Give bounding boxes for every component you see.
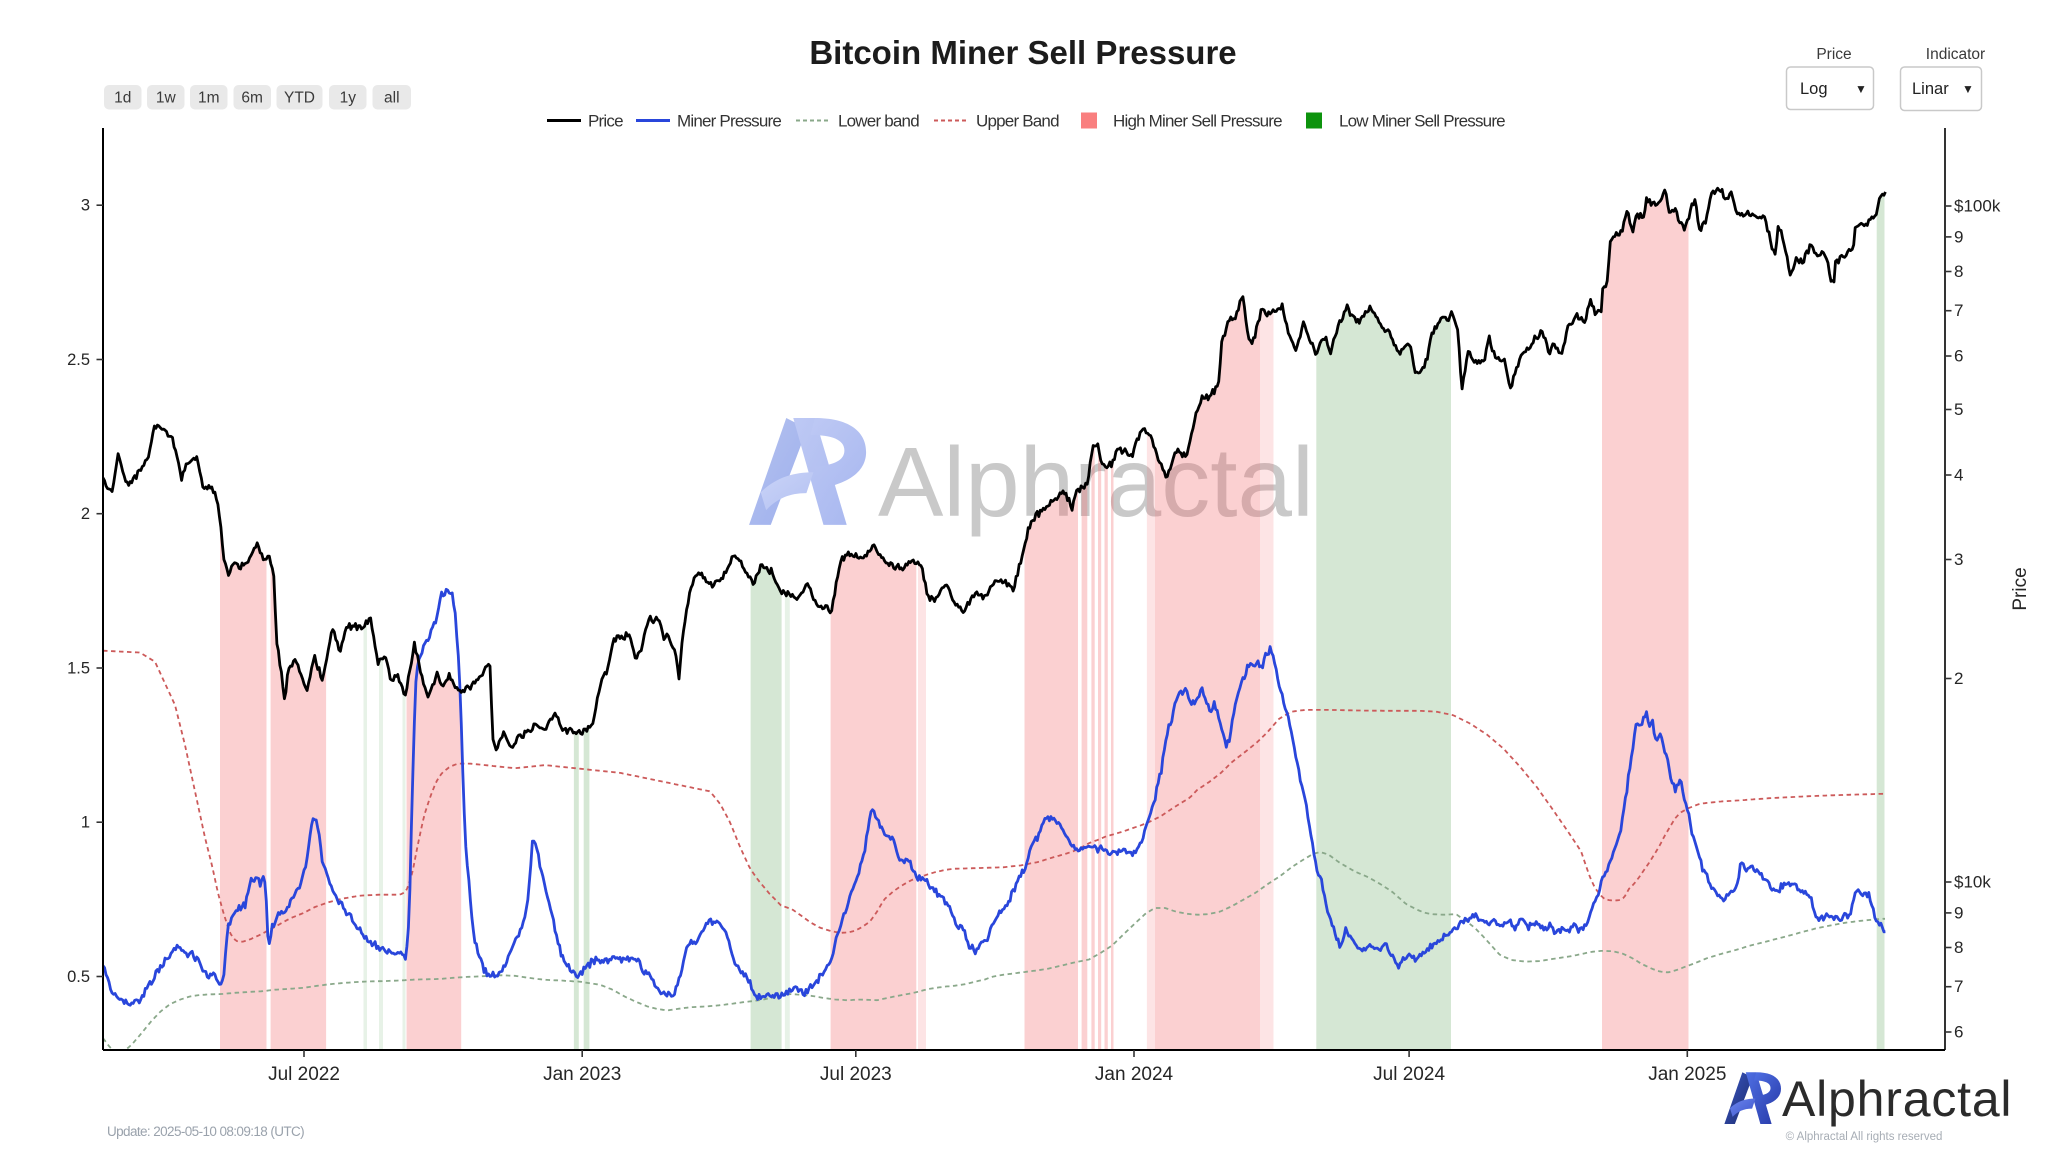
- svg-text:Update: 2025-05-10 08:09:18 (U: Update: 2025-05-10 08:09:18 (UTC): [107, 1124, 304, 1139]
- svg-text:1w: 1w: [156, 90, 177, 107]
- svg-text:Indicator: Indicator: [1926, 46, 1985, 63]
- svg-text:2: 2: [1954, 669, 1963, 688]
- svg-text:2.5: 2.5: [67, 351, 90, 369]
- svg-text:▼: ▼: [1962, 82, 1974, 96]
- svg-text:YTD: YTD: [284, 90, 315, 107]
- svg-text:$100k: $100k: [1954, 197, 2001, 216]
- svg-text:8: 8: [1954, 262, 1963, 281]
- svg-text:Upper Band: Upper Band: [976, 112, 1059, 131]
- svg-text:Linar: Linar: [1912, 80, 1949, 98]
- svg-text:Alphractal: Alphractal: [1782, 1071, 2012, 1127]
- svg-text:1.5: 1.5: [67, 660, 90, 678]
- svg-text:2: 2: [81, 505, 90, 523]
- svg-text:9: 9: [1954, 227, 1963, 246]
- svg-text:Jul 2024: Jul 2024: [1373, 1064, 1445, 1085]
- svg-text:$10k: $10k: [1954, 873, 1991, 892]
- svg-text:Miner Pressure: Miner Pressure: [677, 112, 781, 131]
- svg-text:1m: 1m: [198, 90, 220, 107]
- svg-text:Jan 2024: Jan 2024: [1095, 1064, 1174, 1085]
- svg-text:3: 3: [1954, 550, 1963, 569]
- svg-text:6m: 6m: [241, 90, 263, 107]
- svg-text:5: 5: [1954, 400, 1963, 419]
- svg-text:4: 4: [1954, 466, 1963, 485]
- svg-text:Jul 2022: Jul 2022: [268, 1064, 340, 1085]
- svg-text:1d: 1d: [114, 90, 131, 107]
- svg-text:Price: Price: [588, 112, 623, 131]
- svg-text:▼: ▼: [1855, 82, 1867, 96]
- svg-text:all: all: [384, 90, 400, 107]
- svg-text:7: 7: [1954, 301, 1963, 320]
- svg-text:Jul 2023: Jul 2023: [820, 1064, 892, 1085]
- svg-text:1: 1: [81, 814, 90, 832]
- svg-text:Jan 2023: Jan 2023: [543, 1064, 621, 1085]
- svg-text:Price: Price: [1816, 46, 1851, 63]
- svg-text:Low Miner Sell Pressure: Low Miner Sell Pressure: [1339, 112, 1505, 131]
- svg-text:Lower band: Lower band: [838, 112, 919, 131]
- svg-text:Log: Log: [1800, 80, 1828, 98]
- svg-text:© Alphractal All rights reserv: © Alphractal All rights reserved: [1786, 1131, 1943, 1143]
- svg-text:High Miner Sell Pressure: High Miner Sell Pressure: [1113, 112, 1282, 131]
- svg-text:3: 3: [81, 197, 90, 215]
- svg-text:7: 7: [1954, 977, 1963, 996]
- svg-text:1y: 1y: [340, 90, 357, 107]
- svg-text:6: 6: [1954, 347, 1963, 366]
- svg-text:Bitcoin Miner Sell Pressure: Bitcoin Miner Sell Pressure: [809, 34, 1236, 71]
- svg-text:0.5: 0.5: [67, 968, 90, 986]
- svg-text:6: 6: [1954, 1023, 1963, 1042]
- svg-text:8: 8: [1954, 938, 1963, 957]
- svg-text:9: 9: [1954, 903, 1963, 922]
- svg-text:Price: Price: [2010, 567, 2031, 610]
- svg-text:Jan 2025: Jan 2025: [1648, 1064, 1726, 1085]
